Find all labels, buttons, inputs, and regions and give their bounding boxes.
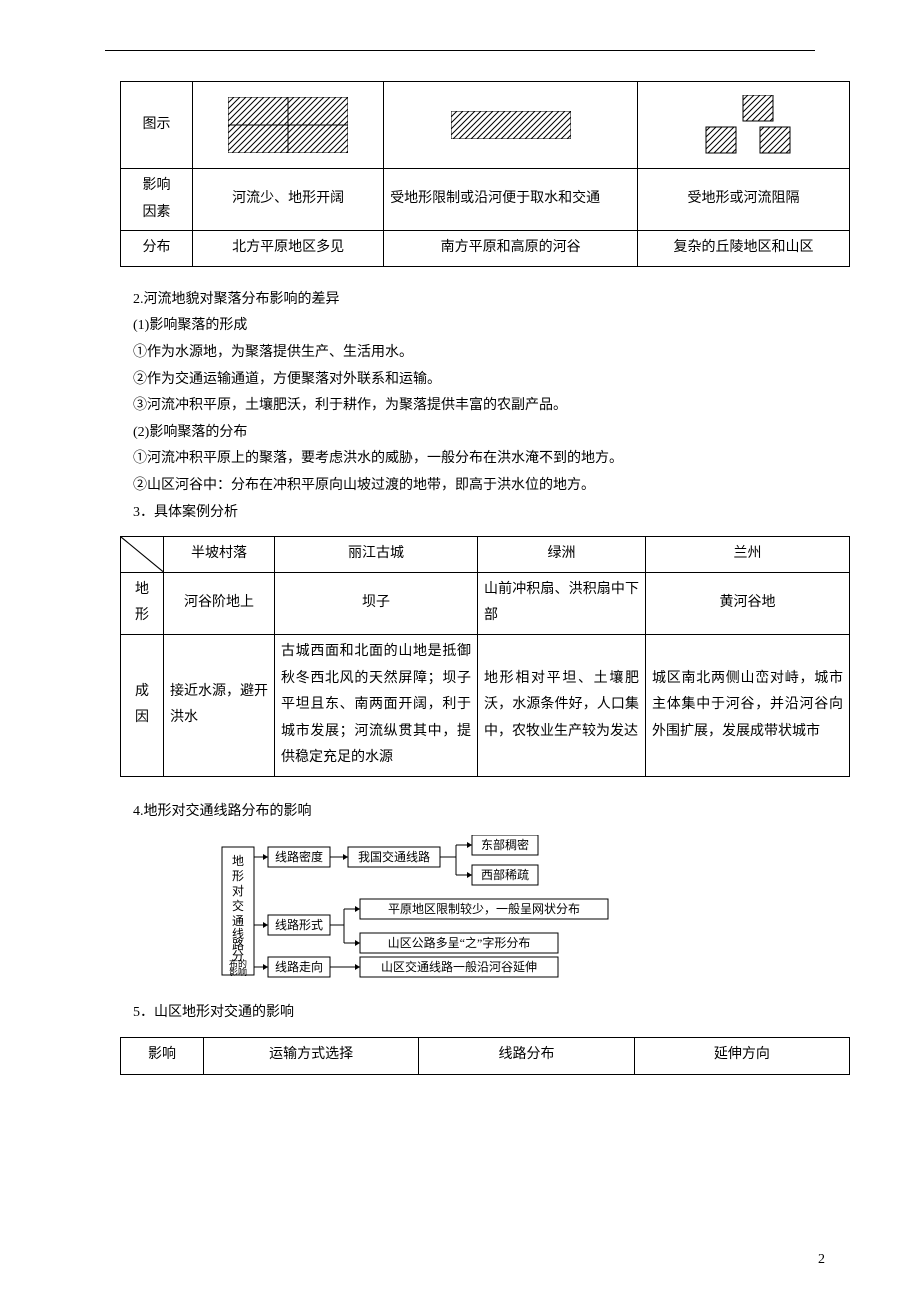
- t2-cell: 山前冲积扇、洪积扇中下部: [478, 572, 646, 634]
- section-2: 2.河流地貌对聚落分布影响的差异 (1)影响聚落的形成 ①作为水源地，为聚落提供…: [105, 287, 815, 526]
- t1-cell: 河流少、地形开阔: [193, 169, 384, 231]
- section-2-sub2: (2)影响聚落的分布: [105, 420, 815, 447]
- section-4: 4.地形对交通线路分布的影响: [105, 799, 815, 826]
- t2-row-head: 地形: [121, 572, 164, 634]
- t2-header: 半坡村落: [164, 537, 275, 573]
- section-5-title: 5．山区地形对交通的影响: [105, 1000, 815, 1027]
- t2-cell: 河谷阶地上: [164, 572, 275, 634]
- t2-cell: 坝子: [275, 572, 478, 634]
- svg-text:线路形式: 线路形式: [275, 917, 323, 932]
- t2-cell: 黄河谷地: [646, 572, 850, 634]
- svg-text:线路走向: 线路走向: [275, 959, 323, 974]
- svg-text:东部稠密: 东部稠密: [481, 837, 529, 852]
- t2-header-empty: [121, 537, 164, 573]
- svg-text:形: 形: [232, 869, 244, 883]
- t2-header: 丽江古城: [275, 537, 478, 573]
- t1-cell: 南方平原和高原的河谷: [384, 231, 638, 267]
- t2-row-head: 成因: [121, 634, 164, 776]
- svg-text:对: 对: [232, 884, 244, 898]
- section-2-item: ②作为交通运输通道，方便聚落对外联系和运输。: [105, 367, 815, 394]
- svg-text:通: 通: [232, 914, 244, 928]
- section-5: 5．山区地形对交通的影响: [105, 1000, 815, 1027]
- svg-text:我国交通线路: 我国交通线路: [358, 849, 430, 864]
- svg-text:影响: 影响: [229, 966, 247, 977]
- svg-text:西部稀疏: 西部稀疏: [481, 867, 529, 882]
- t1-row-head: 影响 因素: [121, 169, 193, 231]
- t2-cell: 古城西面和北面的山地是抵御秋冬西北风的天然屏障；坝子平坦且东、南两面开阔，利于城…: [275, 634, 478, 776]
- page-number: 2: [818, 1247, 825, 1274]
- hatch-strip-icon: [451, 111, 571, 139]
- hatch-grid-icon: [228, 97, 348, 153]
- t1-row-head: 分布: [121, 231, 193, 267]
- t2-header: 兰州: [646, 537, 850, 573]
- t2-cell: 城区南北两侧山峦对峙，城市主体集中于河谷，并沿河谷向外围扩展，发展成带状城市: [646, 634, 850, 776]
- section-2-item: ③河流冲积平原，土壤肥沃，利于耕作，为聚落提供丰富的农副产品。: [105, 393, 815, 420]
- table-settlement-shape: 图示: [120, 81, 850, 267]
- t2-cell: 地形相对平坦、土壤肥沃，水源条件好，人口集中，农牧业生产较为发达: [478, 634, 646, 776]
- section-4-title: 4.地形对交通线路分布的影响: [105, 799, 815, 826]
- hatch-scatter-icon: [688, 95, 798, 155]
- svg-text:山区交通线路一般沿河谷延伸: 山区交通线路一般沿河谷延伸: [381, 959, 537, 974]
- transport-diagram: 地 形 对 交 通 线 路 分 布的 影响 线路密度 我国交通线路: [95, 835, 825, 994]
- t2-header: 绿洲: [478, 537, 646, 573]
- t1-diagram-cell-3: [637, 82, 849, 169]
- svg-text:平原地区限制较少，一般呈网状分布: 平原地区限制较少，一般呈网状分布: [388, 901, 580, 916]
- t1-row-head: 图示: [121, 82, 193, 169]
- svg-text:交: 交: [232, 898, 244, 913]
- section-2-item: ①作为水源地，为聚落提供生产、生活用水。: [105, 340, 815, 367]
- t3-header: 运输方式选择: [204, 1037, 419, 1074]
- flow-diagram-icon: 地 形 对 交 通 线 路 分 布的 影响 线路密度 我国交通线路: [220, 835, 700, 983]
- t2-cell: 接近水源，避开洪水: [164, 634, 275, 776]
- section-3-title: 3．具体案例分析: [105, 500, 815, 527]
- t1-cell: 受地形限制或沿河便于取水和交通: [384, 169, 638, 231]
- t3-header: 影响: [121, 1037, 204, 1074]
- section-2-item: ①河流冲积平原上的聚落，要考虑洪水的威胁，一般分布在洪水淹不到的地方。: [105, 446, 815, 473]
- svg-text:线路密度: 线路密度: [275, 849, 323, 864]
- section-2-sub1: (1)影响聚落的形成: [105, 313, 815, 340]
- t3-header: 线路分布: [419, 1037, 634, 1074]
- t1-cell: 复杂的丘陵地区和山区: [637, 231, 849, 267]
- top-rule: [105, 50, 815, 51]
- t1-cell: 受地形或河流阻隔: [637, 169, 849, 231]
- section-2-title: 2.河流地貌对聚落分布影响的差异: [105, 287, 815, 314]
- svg-text:山区公路多呈“之”字形分布: 山区公路多呈“之”字形分布: [388, 935, 531, 950]
- svg-text:地: 地: [232, 854, 244, 868]
- t1-diagram-cell-1: [193, 82, 384, 169]
- t1-cell: 北方平原地区多见: [193, 231, 384, 267]
- table-mountain-transport: 影响 运输方式选择 线路分布 延伸方向: [120, 1037, 850, 1075]
- table-case-study: 半坡村落 丽江古城 绿洲 兰州 地形 河谷阶地上 坝子 山前冲积扇、洪积扇中下部…: [120, 536, 850, 777]
- section-2-item: ②山区河谷中：分布在冲积平原向山坡过渡的地带，即高于洪水位的地方。: [105, 473, 815, 500]
- page: 图示: [0, 0, 920, 1302]
- t3-header: 延伸方向: [634, 1037, 849, 1074]
- t1-diagram-cell-2: [384, 82, 638, 169]
